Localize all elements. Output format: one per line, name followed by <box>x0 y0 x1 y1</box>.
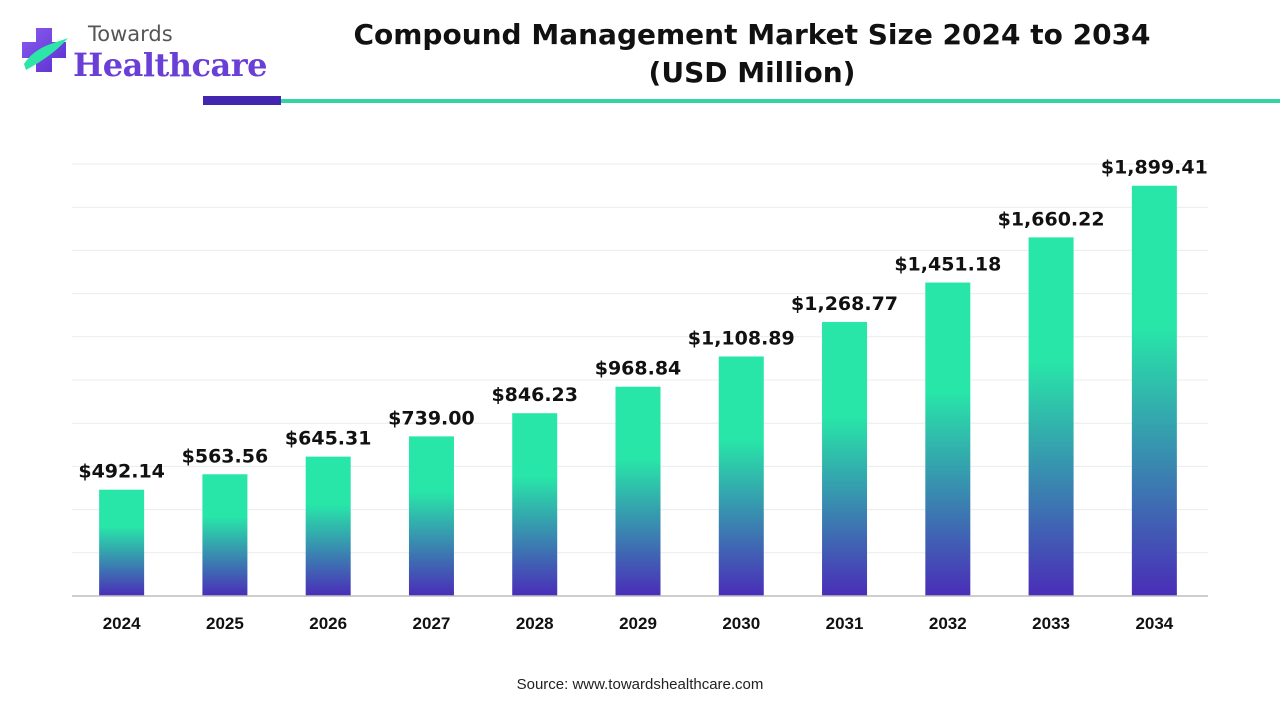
x-tick-label-2028: 2028 <box>516 614 554 633</box>
brand-name-small: Towards <box>88 22 173 46</box>
header-rule <box>281 99 1280 103</box>
bar-2032 <box>925 282 971 596</box>
header-rule-accent <box>203 96 281 105</box>
x-tick-label-2030: 2030 <box>722 614 760 633</box>
data-label-2032: $1,451.18 <box>894 254 1001 276</box>
bar-2030 <box>718 356 764 596</box>
bar-2033 <box>1028 237 1074 596</box>
medical-cross-icon <box>22 28 68 72</box>
chart-title-line-2: (USD Million) <box>648 56 856 89</box>
data-label-2030: $1,108.89 <box>688 327 795 349</box>
bar-2031 <box>822 321 868 596</box>
x-tick-label-2031: 2031 <box>826 614 864 633</box>
x-tick-label-2032: 2032 <box>929 614 967 633</box>
x-tick-label-2024: 2024 <box>103 614 141 633</box>
bar-2029 <box>615 386 661 596</box>
x-tick-label-2033: 2033 <box>1032 614 1070 633</box>
chart-title-line-1: Compound Management Market Size 2024 to … <box>353 18 1151 51</box>
x-tick-label-2027: 2027 <box>413 614 451 633</box>
data-label-2027: $739.00 <box>388 407 475 429</box>
bar-2024 <box>99 489 145 596</box>
x-tick-label-2026: 2026 <box>309 614 347 633</box>
brand-name-big: Healthcare <box>73 46 267 84</box>
data-label-2034: $1,899.41 <box>1101 157 1208 179</box>
bar-2028 <box>512 413 558 596</box>
chart-title: Compound Management Market Size 2024 to … <box>300 16 1204 92</box>
x-tick-label-2034: 2034 <box>1135 614 1173 633</box>
x-tick-label-2025: 2025 <box>206 614 244 633</box>
bar-2034 <box>1131 185 1177 596</box>
bar-2027 <box>408 436 454 596</box>
data-label-2029: $968.84 <box>595 358 682 380</box>
data-label-2024: $492.14 <box>78 461 165 483</box>
data-label-2031: $1,268.77 <box>791 293 898 315</box>
x-tick-label-2029: 2029 <box>619 614 657 633</box>
bar-2026 <box>305 456 351 596</box>
data-label-2026: $645.31 <box>285 428 372 450</box>
bar-2025 <box>202 474 248 596</box>
brand-logo: Towards Healthcare <box>18 20 267 84</box>
data-label-2025: $563.56 <box>182 445 269 467</box>
data-label-2028: $846.23 <box>491 384 578 406</box>
data-label-2033: $1,660.22 <box>998 208 1105 230</box>
source-note: Source: www.towardshealthcare.com <box>516 676 764 693</box>
